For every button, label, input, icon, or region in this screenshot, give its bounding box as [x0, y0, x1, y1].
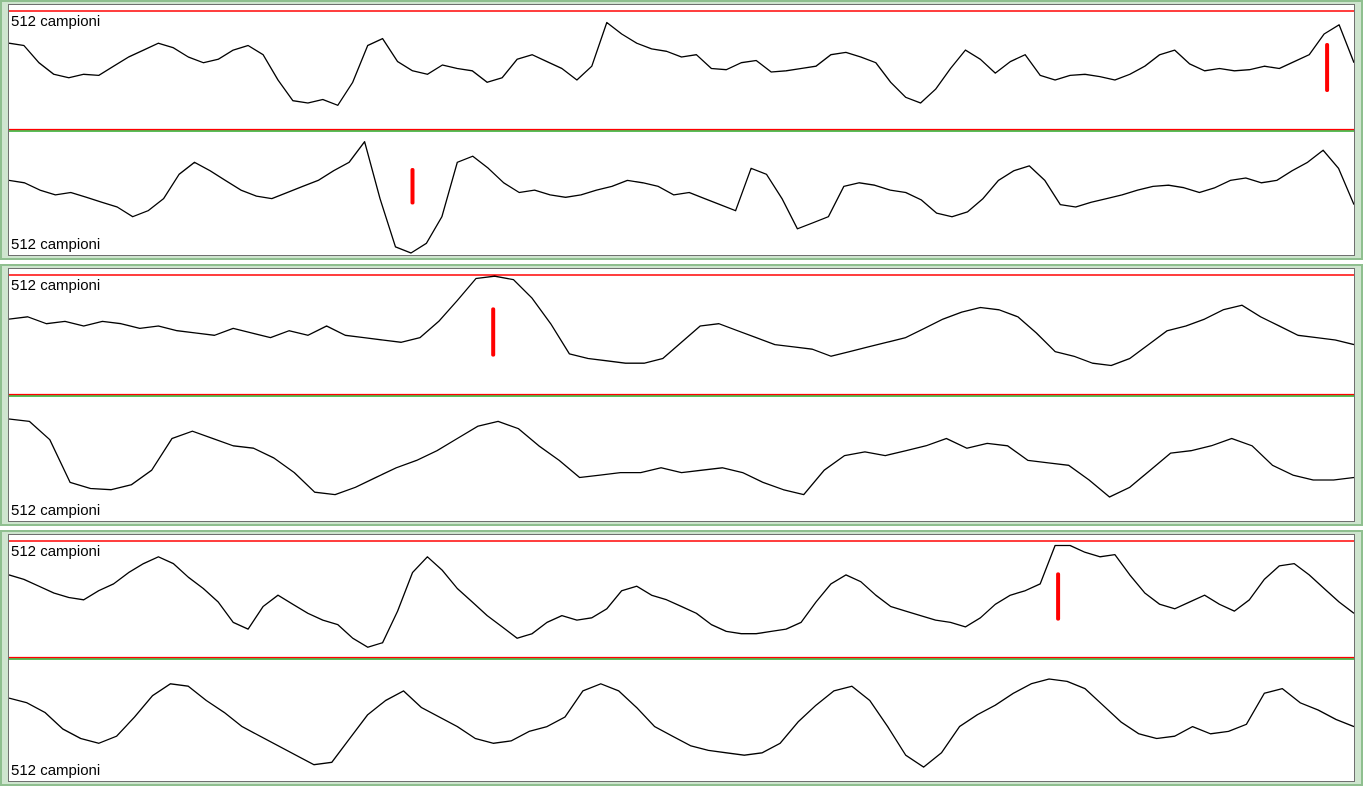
waveform-svg [9, 10, 1354, 254]
bottom-sample-count-label: 512 campioni [11, 502, 101, 519]
waveform-panel-1: 512 campioni 512 campioni [0, 0, 1363, 260]
waveform-svg [9, 274, 1354, 498]
bottom-channel-waveform [9, 141, 1354, 254]
bottom-channel-waveform [9, 418, 1354, 498]
top-sample-count-label: 512 campioni [11, 13, 101, 30]
bottom-channel-waveform [9, 678, 1354, 768]
bottom-sample-count-label: 512 campioni [11, 236, 101, 253]
waveform-panel-3: 512 campioni 512 campioni [0, 530, 1363, 786]
top-channel-waveform [9, 275, 1354, 367]
top-channel-waveform [9, 21, 1354, 106]
waveform-plot[interactable]: 512 campioni 512 campioni [8, 534, 1355, 782]
waveform-plot[interactable]: 512 campioni 512 campioni [8, 268, 1355, 522]
waveform-plot[interactable]: 512 campioni 512 campioni [8, 4, 1355, 256]
waveform-svg [9, 540, 1354, 768]
top-sample-count-label: 512 campioni [11, 277, 101, 294]
waveform-panel-2: 512 campioni 512 campioni [0, 264, 1363, 526]
top-channel-waveform [9, 544, 1354, 648]
bottom-sample-count-label: 512 campioni [11, 762, 101, 779]
top-sample-count-label: 512 campioni [11, 543, 101, 560]
